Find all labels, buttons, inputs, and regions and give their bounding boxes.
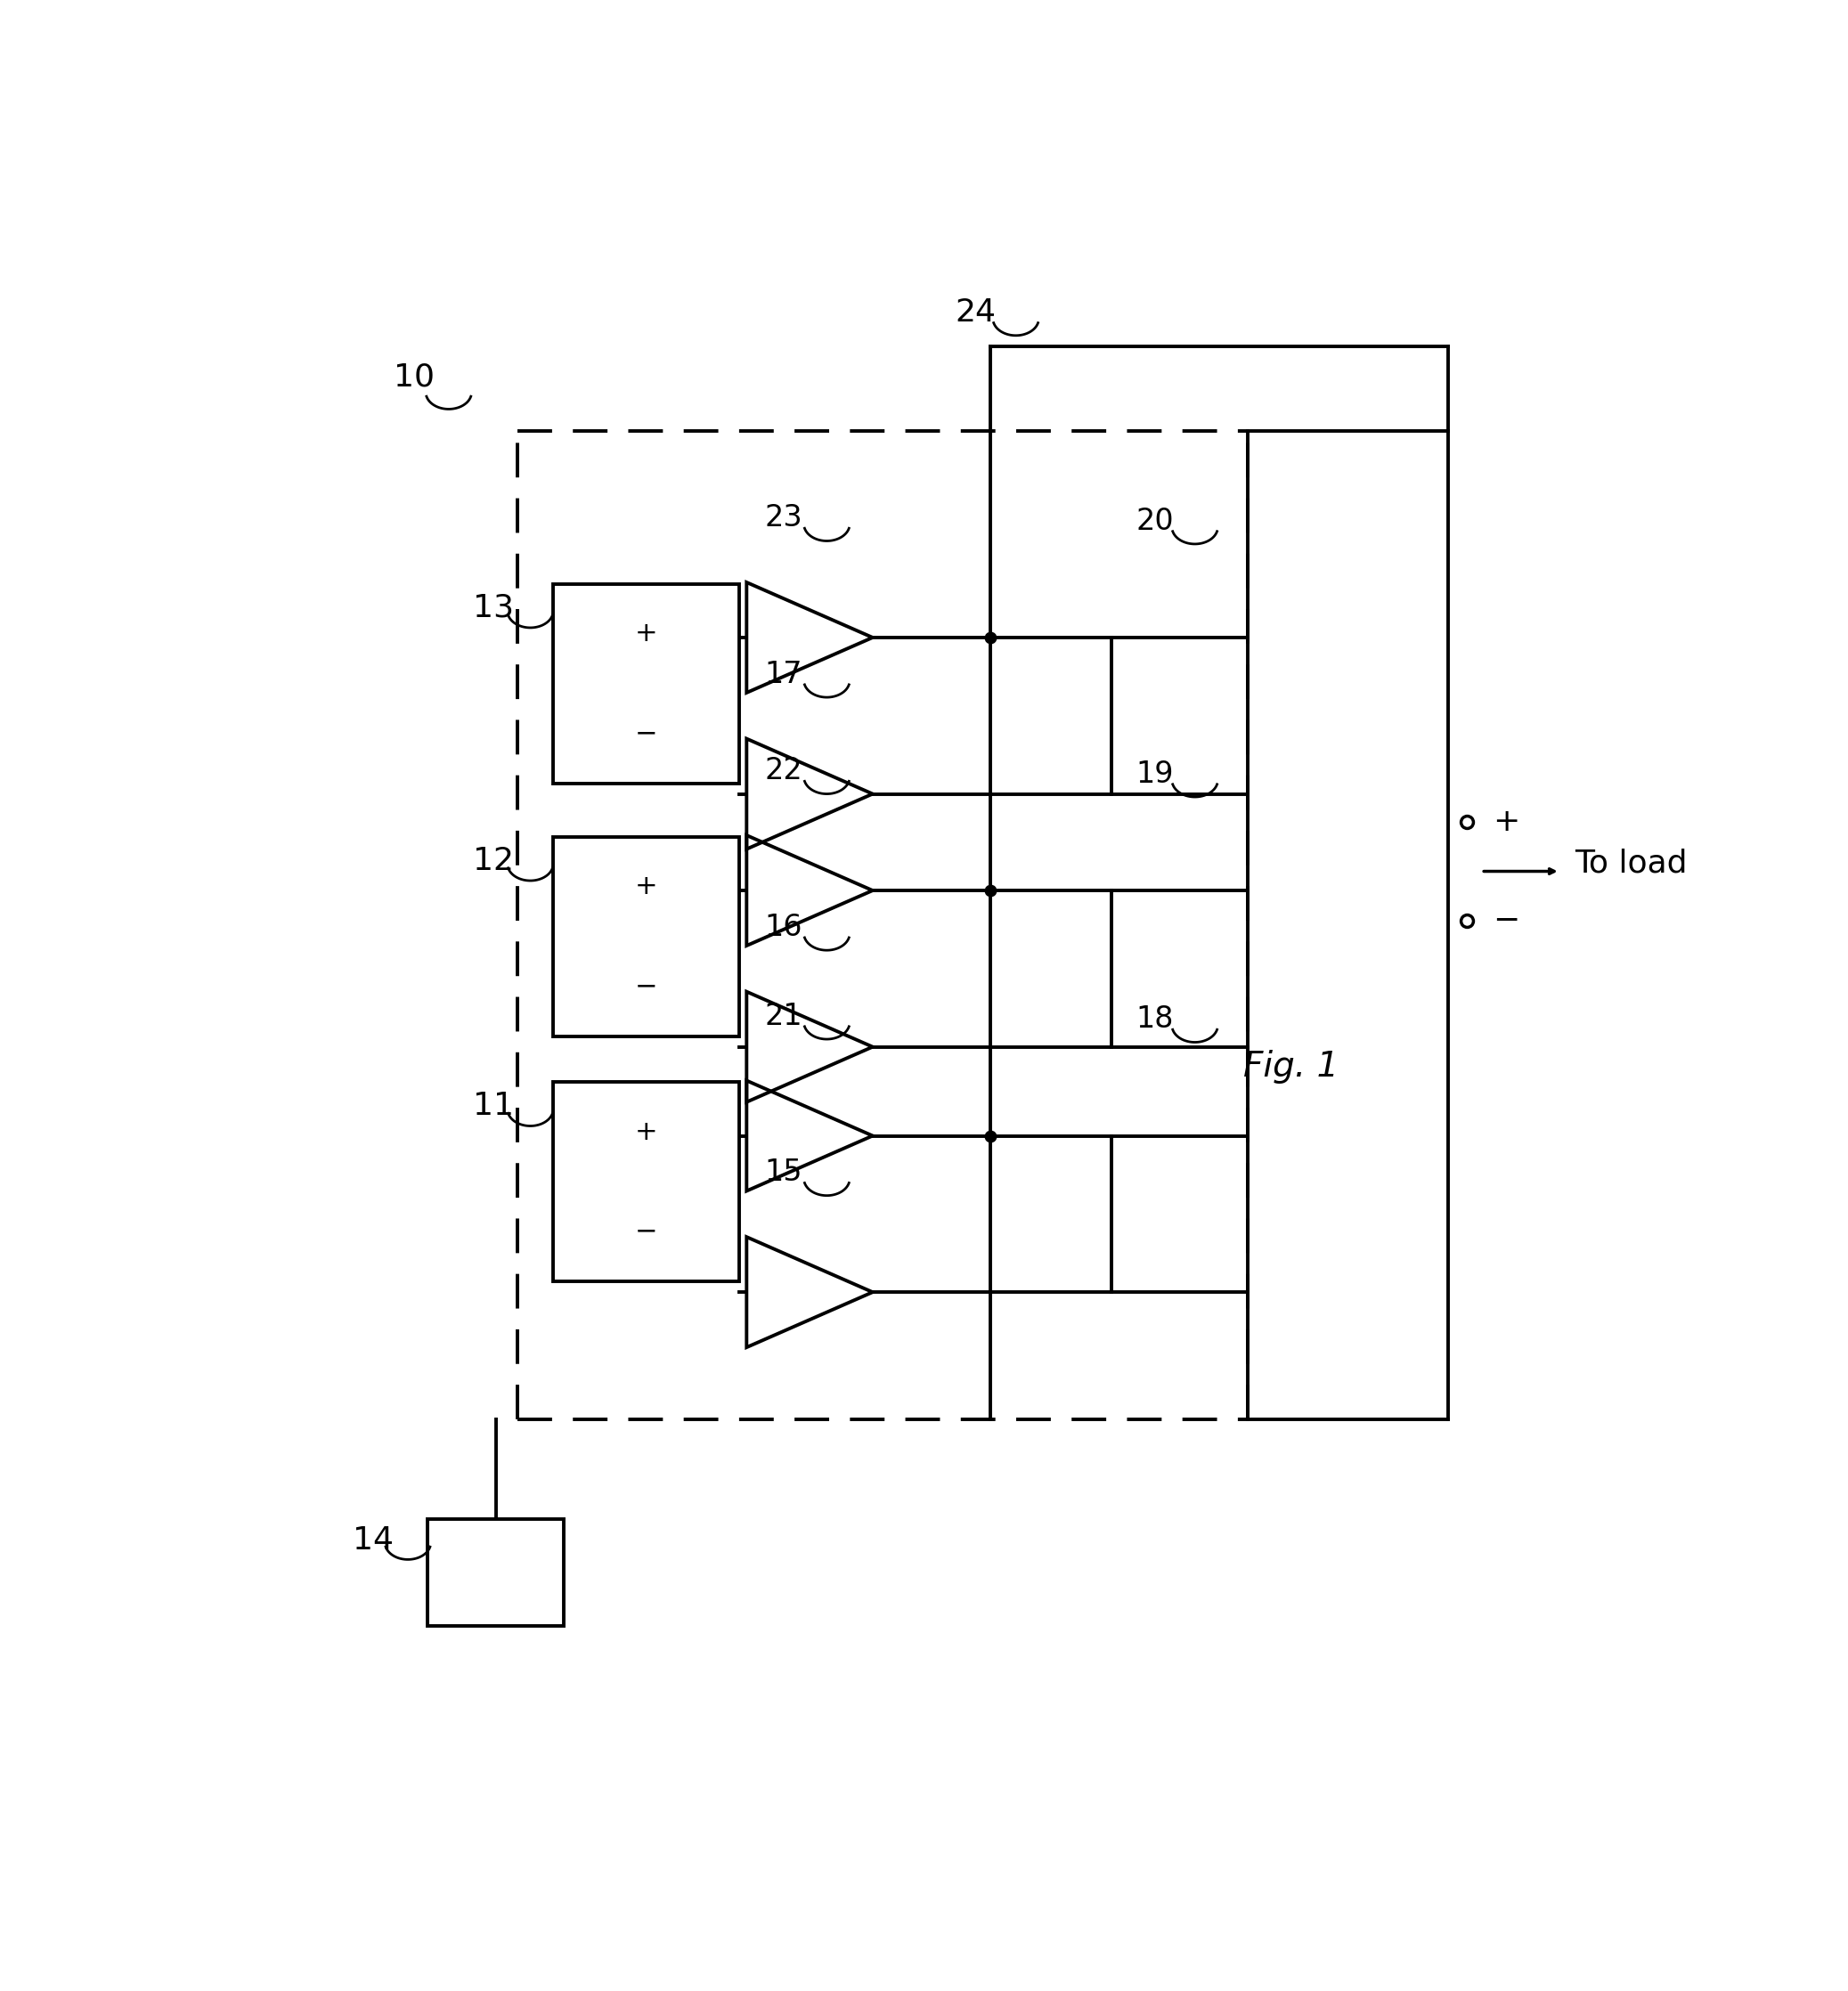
- Text: 16: 16: [765, 912, 802, 942]
- Text: −: −: [636, 974, 658, 999]
- Text: +: +: [1493, 806, 1519, 836]
- Text: −: −: [636, 721, 658, 747]
- Text: 12: 12: [473, 846, 514, 876]
- Text: −: −: [1493, 906, 1519, 936]
- Text: 19: 19: [1137, 759, 1173, 788]
- Text: 18: 18: [1137, 1005, 1173, 1033]
- Text: 23: 23: [765, 504, 802, 534]
- Text: 24: 24: [955, 297, 996, 329]
- Text: 13: 13: [473, 593, 514, 623]
- Text: 21: 21: [765, 1001, 802, 1031]
- Text: 11: 11: [473, 1091, 514, 1121]
- FancyBboxPatch shape: [553, 1083, 739, 1282]
- Text: Fig. 1: Fig. 1: [1244, 1049, 1338, 1083]
- Text: To load: To load: [1574, 848, 1687, 878]
- Text: +: +: [636, 1119, 658, 1145]
- Text: +: +: [636, 874, 658, 900]
- FancyBboxPatch shape: [553, 836, 739, 1035]
- FancyBboxPatch shape: [553, 583, 739, 782]
- Text: +: +: [636, 621, 658, 647]
- Text: 22: 22: [765, 757, 802, 786]
- Text: 20: 20: [1137, 506, 1173, 536]
- FancyBboxPatch shape: [429, 1519, 564, 1627]
- Text: 14: 14: [353, 1525, 394, 1555]
- Text: 15: 15: [765, 1159, 802, 1187]
- Text: 17: 17: [765, 659, 802, 689]
- Text: −: −: [636, 1218, 658, 1244]
- Text: 10: 10: [394, 362, 434, 392]
